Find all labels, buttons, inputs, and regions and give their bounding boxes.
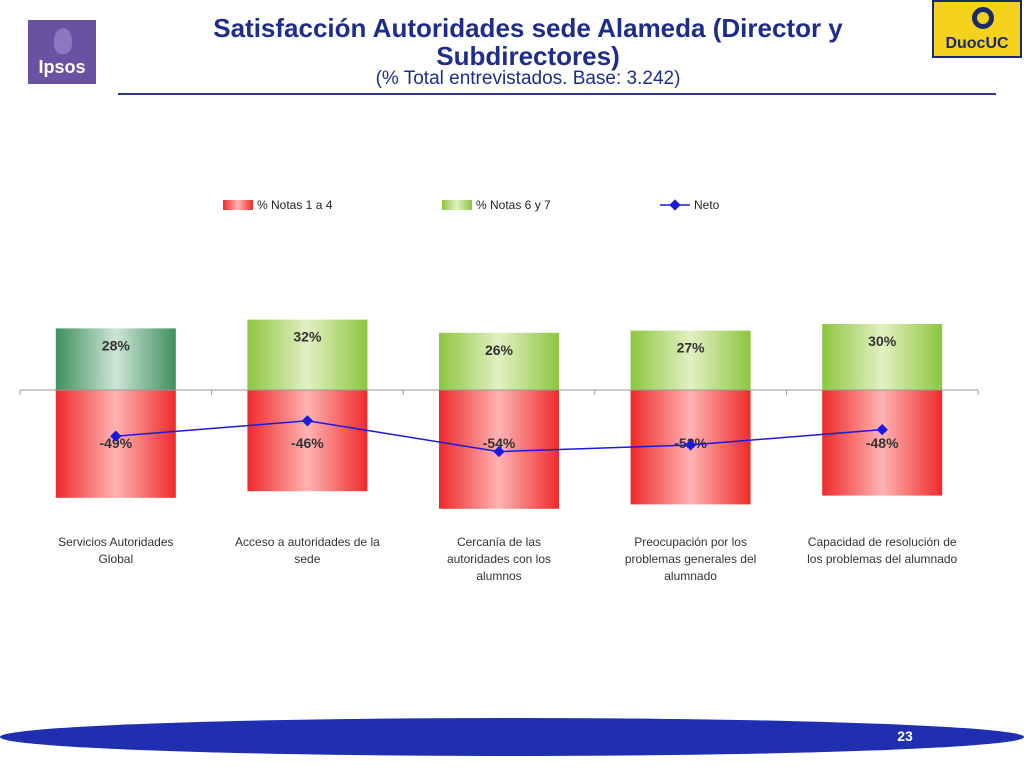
data-label-notas-6-7: 28% [102, 337, 131, 353]
face-icon [54, 28, 72, 54]
legend-label: % Notas 1 a 4 [257, 198, 333, 212]
category-label: Capacidad de resolución de los problemas … [807, 535, 957, 566]
neto-point [684, 439, 697, 451]
data-label-notas-6-7: 30% [868, 333, 897, 349]
category-label: Cercanía de las autoridades con los alumno… [447, 535, 551, 583]
legend-swatch [442, 200, 472, 210]
crest-icon [970, 5, 996, 31]
axis-ticks [19, 390, 979, 395]
bar-notas-1-4 [55, 390, 176, 498]
duocuc-logo: DuocUC [932, 0, 1022, 58]
category-label: Preocupación por los problemas generales … [625, 535, 756, 583]
legend-label: % Notas 6 y 7 [476, 198, 551, 212]
data-label-notas-6-7: 32% [293, 329, 322, 345]
category-labels: Servicios Autoridades Global Acceso a auto… [58, 535, 957, 583]
neto-point [301, 415, 314, 427]
ipsos-logo: Ipsos [28, 20, 96, 84]
bar-notas-6-7 [55, 328, 176, 390]
ipsos-logo-text: Ipsos [38, 57, 86, 77]
footer-band [0, 718, 1024, 756]
data-label-notas-6-7: 26% [485, 342, 514, 358]
bars-layer [55, 319, 943, 509]
data-label-notas-6-7: 27% [677, 340, 706, 356]
satisfaction-chart: % Notas 1 a 4 % Notas 6 y 7 Neto 28% -49% 32… [19, 198, 979, 583]
legend-marker-neto [669, 199, 681, 211]
bar-notas-1-4 [247, 390, 368, 492]
neto-point [493, 445, 505, 458]
neto-point [876, 423, 888, 436]
title-divider [118, 93, 996, 95]
bar-notas-6-7 [822, 324, 943, 390]
legend-label: Neto [694, 198, 720, 212]
category-label: Acceso a autoridades de la sede [235, 535, 380, 566]
data-label-notas-1-4: -49% [99, 435, 132, 451]
legend-swatch [223, 200, 253, 210]
bar-notas-6-7 [247, 319, 368, 390]
category-label: Servicios Autoridades Global [58, 535, 173, 566]
page-subtitle: (% Total entrevistados. Base: 3.242) [375, 68, 681, 89]
duocuc-logo-text: DuocUC [945, 35, 1009, 52]
bar-notas-6-7 [439, 332, 559, 390]
data-label-notas-1-4: -46% [291, 435, 324, 451]
page-number: 23 [897, 728, 913, 744]
data-labels: 28%-49%32%-46%26%-54%27%-52%30%-48% [99, 329, 899, 451]
bar-notas-6-7 [630, 330, 751, 390]
page-title: Satisfacción Autoridades sede Alameda (D… [213, 13, 843, 71]
data-label-notas-1-4: -48% [866, 435, 899, 451]
chart-legend: % Notas 1 a 4 % Notas 6 y 7 Neto [223, 198, 720, 212]
bar-notas-1-4 [822, 390, 943, 496]
data-label-notas-1-4: -54% [483, 435, 516, 451]
